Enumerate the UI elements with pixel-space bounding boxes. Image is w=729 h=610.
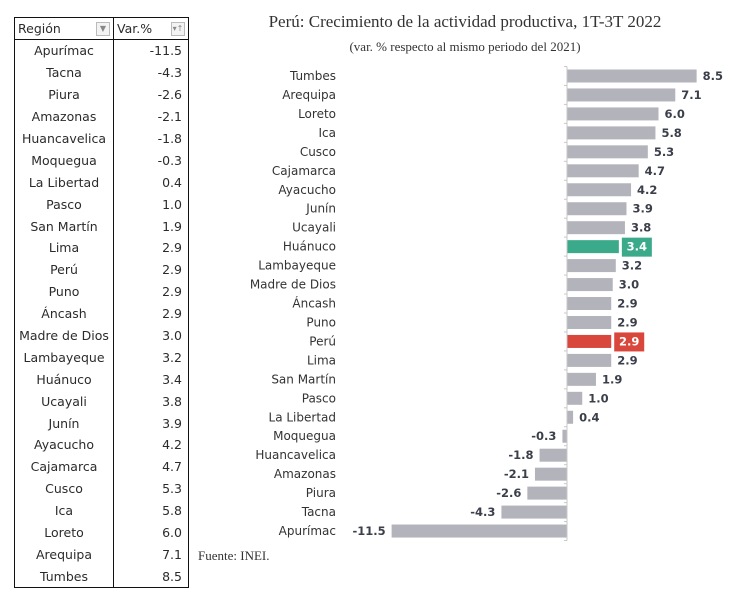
bar <box>562 430 567 443</box>
bar <box>567 259 616 272</box>
category-label: Lima <box>307 353 336 367</box>
category-label: Junín <box>305 202 336 216</box>
bar <box>567 240 619 253</box>
bar <box>540 449 567 462</box>
bar <box>567 88 675 101</box>
category-label: Lambayeque <box>258 259 336 273</box>
category-label: Madre de Dios <box>250 278 336 292</box>
category-label: Ayacucho <box>278 183 336 197</box>
bar-chart: Tumbes 8.5 Arequipa 7.1 Loreto 6.0 Ica 5.8 Cusco… <box>0 0 729 610</box>
bar <box>567 392 582 405</box>
bar <box>567 145 648 158</box>
category-label: Tacna <box>301 505 336 519</box>
category-label: San Martín <box>271 372 336 386</box>
value-label: 3.9 <box>632 202 652 216</box>
bar <box>392 525 567 538</box>
bar <box>567 411 573 424</box>
category-label: Ica <box>319 126 337 140</box>
bar <box>567 373 596 386</box>
value-label: 6.0 <box>665 107 685 121</box>
value-label: -2.6 <box>496 486 521 500</box>
value-label: 1.0 <box>588 391 608 405</box>
category-label: Amazonas <box>274 467 336 481</box>
category-label: Cusco <box>300 145 336 159</box>
bar <box>567 335 611 348</box>
bar <box>535 468 567 481</box>
value-label: -0.3 <box>531 429 556 443</box>
bar <box>567 316 611 329</box>
category-label: Puno <box>306 315 336 329</box>
bar <box>567 278 613 291</box>
category-label: La Libertad <box>269 410 336 424</box>
value-label: 4.7 <box>645 164 665 178</box>
value-label: 3.0 <box>619 278 639 292</box>
value-label: 2.9 <box>617 297 637 311</box>
category-label: Ucayali <box>292 221 336 235</box>
category-label: Tumbes <box>289 69 336 83</box>
value-label: -4.3 <box>470 505 495 519</box>
category-label: Cajamarca <box>272 164 336 178</box>
bar <box>527 487 567 500</box>
value-label: 5.3 <box>654 145 674 159</box>
category-label: Moquegua <box>273 429 336 443</box>
value-label: 5.8 <box>661 126 681 140</box>
value-label: 3.4 <box>627 240 647 254</box>
category-label: Piura <box>306 486 336 500</box>
category-label: Apurímac <box>279 524 336 538</box>
value-label: -11.5 <box>352 524 385 538</box>
value-label: 3.2 <box>622 259 642 273</box>
bar <box>567 297 611 310</box>
category-label: Perú <box>309 334 336 348</box>
value-label: 3.8 <box>631 221 651 235</box>
value-label: 7.1 <box>681 88 701 102</box>
value-label: -1.8 <box>508 448 533 462</box>
bar <box>567 164 639 177</box>
value-label: 2.9 <box>619 334 639 348</box>
value-label: -2.1 <box>504 467 529 481</box>
bar <box>567 183 631 196</box>
value-label: 0.4 <box>579 410 599 424</box>
bar <box>567 70 697 83</box>
category-label: Huánuco <box>283 240 336 254</box>
category-label: Pasco <box>302 391 336 405</box>
category-label: Huancavelica <box>255 448 336 462</box>
value-label: 4.2 <box>637 183 657 197</box>
bar <box>567 126 655 139</box>
category-label: Áncash <box>292 296 336 311</box>
bar <box>567 202 626 215</box>
bar <box>567 354 611 367</box>
bar <box>501 506 567 519</box>
category-label: Arequipa <box>282 88 336 102</box>
value-label: 1.9 <box>602 372 622 386</box>
category-label: Loreto <box>298 107 336 121</box>
bar <box>567 107 659 120</box>
value-label: 8.5 <box>703 69 723 83</box>
bar <box>567 221 625 234</box>
source-note: Fuente: INEI. <box>198 548 269 564</box>
value-label: 2.9 <box>617 353 637 367</box>
value-label: 2.9 <box>617 315 637 329</box>
